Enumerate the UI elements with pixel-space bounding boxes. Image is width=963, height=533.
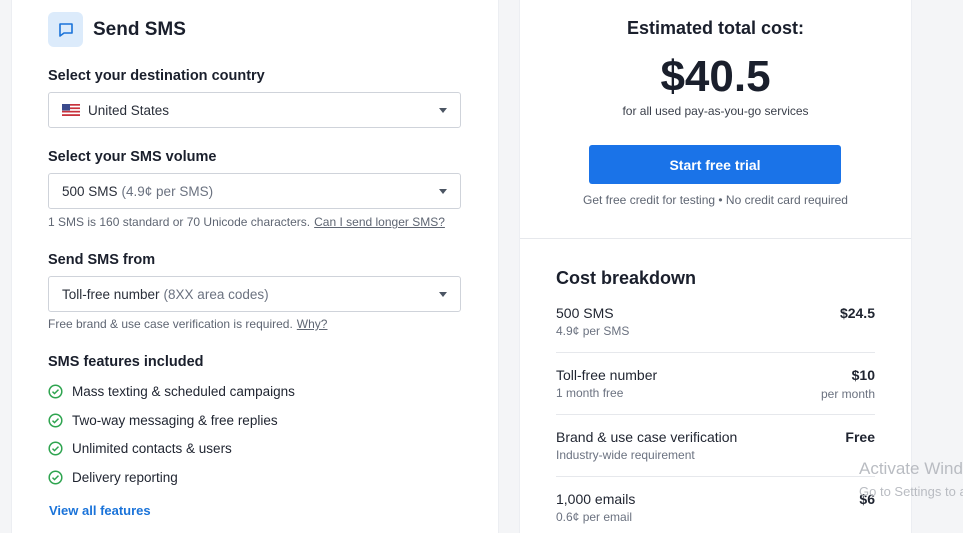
divider [556, 476, 875, 477]
sender-hint-text: Free brand & use case verification is re… [48, 317, 293, 331]
volume-hint-text: 1 SMS is 160 standard or 70 Unicode char… [48, 215, 311, 229]
check-circle-icon [48, 384, 63, 399]
cost-summary-card: Estimated total cost: $40.5 for all used… [520, 0, 911, 533]
breakdown-name: Toll-free number [556, 367, 658, 383]
cta-subtitle: Get free credit for testing • No credit … [583, 193, 848, 207]
breakdown-row: Toll-free number 1 month free $10 per mo… [556, 367, 875, 401]
sender-detail: (8XX area codes) [163, 286, 269, 302]
os-activation-hint: Go to Settings to activate Windows. [859, 484, 963, 499]
card-title: Send SMS [93, 18, 186, 40]
feature-item: Two-way messaging & free replies [48, 413, 278, 428]
chat-icon [48, 12, 83, 47]
sms-configurator-card: Send SMS Select your destination country… [12, 0, 498, 533]
estimate-title: Estimated total cost: [626, 18, 805, 38]
country-select[interactable]: United States [48, 92, 461, 128]
breakdown-value: $10 [851, 367, 875, 383]
divider [556, 352, 875, 353]
feature-item: Mass texting & scheduled campaigns [48, 384, 295, 399]
sender-label: Send SMS from [48, 252, 156, 268]
chevron-down-icon [439, 108, 447, 113]
sender-select[interactable]: Toll-free number (8XX area codes) [48, 276, 461, 312]
volume-label: Select your SMS volume [48, 149, 217, 165]
breakdown-sub: 1 month free [556, 386, 624, 400]
feature-item: Unlimited contacts & users [48, 441, 232, 456]
feature-label: Mass texting & scheduled campaigns [72, 384, 295, 399]
longer-sms-link[interactable]: Can I send longer SMS? [314, 215, 445, 229]
breakdown-row: Brand & use case verification Industry-w… [556, 429, 875, 462]
breakdown-name: Brand & use case verification [556, 429, 738, 445]
feature-item: Delivery reporting [48, 470, 178, 485]
sender-hint: Free brand & use case verification is re… [48, 317, 327, 331]
sender-value: Toll-free number [62, 286, 160, 302]
breakdown-value: $24.5 [839, 305, 875, 321]
breakdown-sub: Industry-wide requirement [556, 448, 695, 462]
divider [556, 414, 875, 415]
us-flag-icon [62, 104, 80, 116]
chevron-down-icon [439, 189, 447, 194]
chevron-down-icon [439, 292, 447, 297]
breakdown-sub: 4.9¢ per SMS [556, 324, 630, 338]
breakdown-value-sub: per month [820, 387, 875, 401]
country-value: United States [88, 102, 170, 118]
feature-label: Two-way messaging & free replies [72, 413, 278, 428]
divider [520, 238, 911, 239]
total-price: $40.5 [660, 52, 771, 101]
country-label: Select your destination country [48, 68, 265, 84]
card-header: Send SMS [48, 12, 186, 47]
volume-hint: 1 SMS is 160 standard or 70 Unicode char… [48, 215, 445, 229]
breakdown-value: Free [845, 429, 875, 445]
check-circle-icon [48, 470, 63, 485]
feature-label: Delivery reporting [72, 470, 178, 485]
feature-label: Unlimited contacts & users [72, 441, 232, 456]
breakdown-name: 1,000 emails [556, 491, 636, 507]
breakdown-value: $6 [859, 491, 875, 507]
breakdown-name: 500 SMS [556, 305, 614, 321]
os-activation-watermark: Activate Windows [859, 459, 963, 478]
check-circle-icon [48, 413, 63, 428]
breakdown-row: 500 SMS 4.9¢ per SMS $24.5 [556, 305, 875, 338]
check-circle-icon [48, 441, 63, 456]
breakdown-sub: 0.6¢ per email [556, 510, 633, 524]
breakdown-title: Cost breakdown [556, 268, 697, 288]
features-title: SMS features included [48, 354, 204, 370]
breakdown-row: 1,000 emails 0.6¢ per email $6 [556, 491, 875, 524]
why-link[interactable]: Why? [296, 317, 328, 331]
start-free-trial-button[interactable]: Start free trial [589, 145, 841, 184]
view-all-features-link[interactable]: View all features [49, 503, 151, 518]
volume-detail: (4.9¢ per SMS) [121, 183, 214, 199]
volume-select[interactable]: 500 SMS (4.9¢ per SMS) [48, 173, 461, 209]
price-subtitle: for all used pay-as-you-go services [622, 104, 809, 118]
volume-value: 500 SMS [62, 183, 118, 199]
